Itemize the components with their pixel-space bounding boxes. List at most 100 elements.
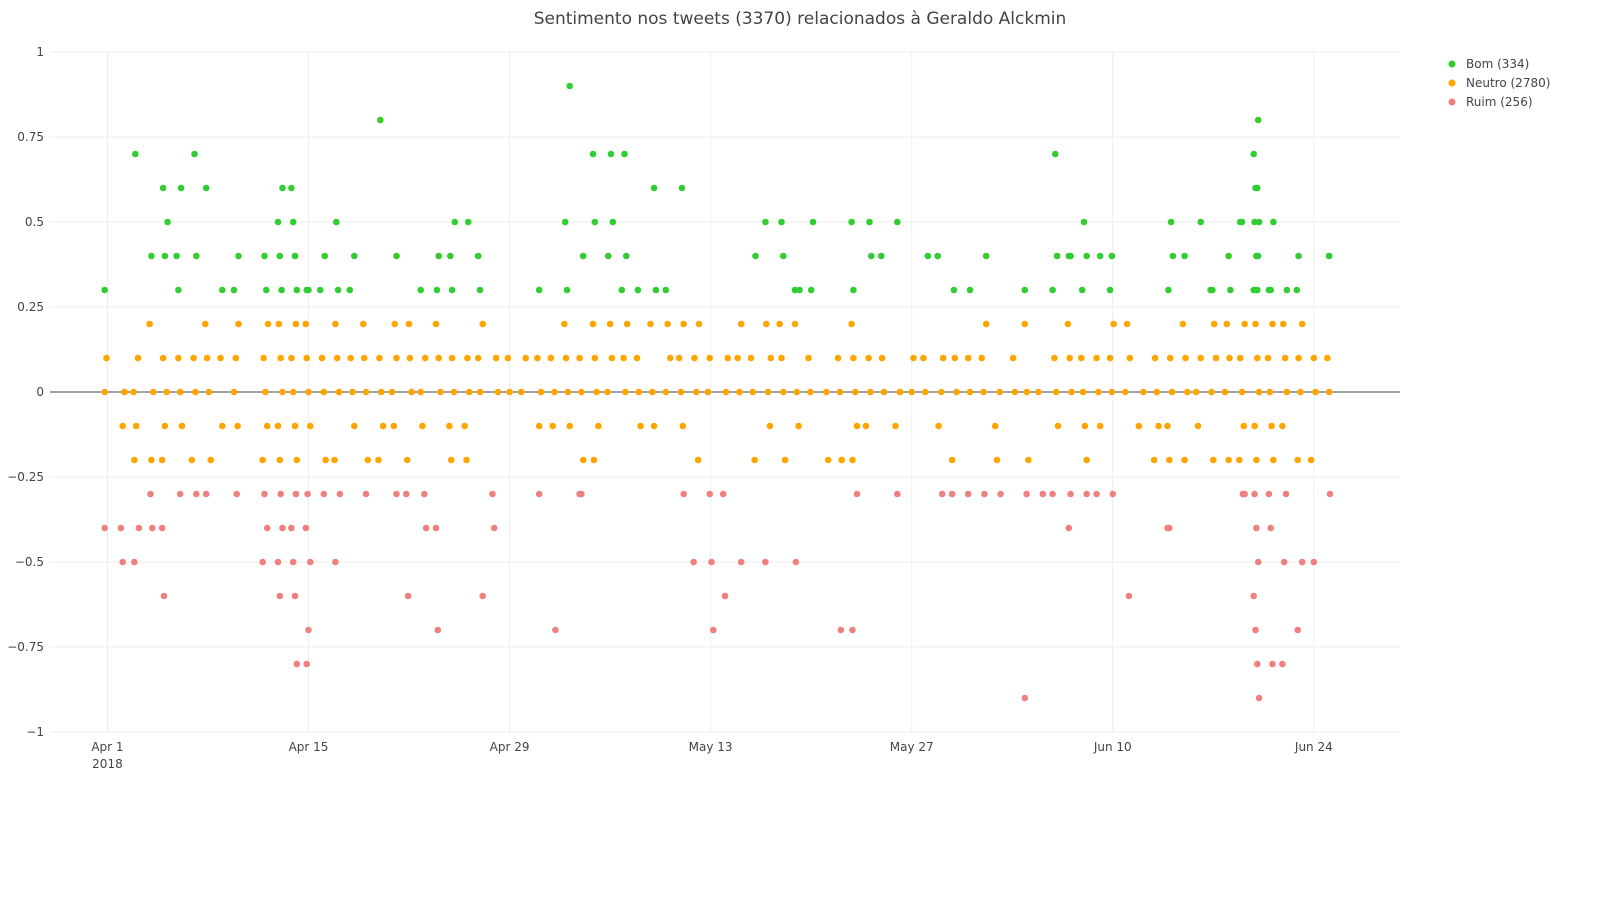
data-point	[566, 422, 573, 430]
data-point	[1166, 524, 1173, 532]
data-point	[117, 524, 125, 532]
data-point	[288, 184, 295, 192]
data-point	[1252, 626, 1259, 634]
data-point	[650, 422, 658, 430]
data-point	[1065, 524, 1073, 532]
data-point	[920, 354, 927, 362]
data-point	[795, 422, 802, 430]
data-point	[1078, 354, 1085, 362]
data-point	[1025, 456, 1032, 464]
data-point	[1223, 320, 1231, 328]
data-point	[379, 422, 387, 430]
data-point	[1255, 388, 1263, 396]
data-point	[447, 456, 455, 464]
data-point	[953, 388, 960, 396]
data-point	[535, 422, 543, 430]
data-point	[1093, 354, 1100, 362]
data-point	[1054, 422, 1062, 430]
data-point	[1254, 558, 1262, 566]
legend[interactable]: Bom (334) Neutro (2780) Ruim (256)	[1448, 57, 1551, 109]
data-point	[264, 320, 272, 328]
data-point	[161, 422, 169, 430]
data-point	[203, 354, 211, 362]
data-point	[393, 354, 400, 362]
data-point	[633, 354, 641, 362]
data-point	[1253, 524, 1260, 532]
data-point	[1251, 218, 1258, 226]
data-point	[1153, 388, 1161, 396]
data-point	[177, 184, 185, 192]
x-tick-label: Jun 24	[1294, 740, 1333, 754]
data-point	[479, 320, 487, 328]
data-point	[1053, 252, 1061, 260]
data-point	[277, 490, 285, 498]
data-point	[504, 354, 512, 362]
data-point	[491, 524, 498, 532]
data-point	[193, 252, 200, 260]
data-point	[465, 388, 473, 396]
data-point	[1197, 218, 1204, 226]
data-point	[434, 626, 442, 634]
data-point	[1051, 354, 1058, 362]
data-point	[175, 354, 182, 362]
data-point	[691, 354, 698, 362]
data-point	[552, 626, 559, 634]
legend-item[interactable]: Ruim (256)	[1448, 95, 1533, 109]
data-point	[1064, 320, 1072, 328]
data-point	[1169, 252, 1177, 260]
data-point	[578, 490, 585, 498]
data-point	[433, 286, 441, 294]
data-point	[566, 82, 573, 90]
data-point	[1052, 150, 1059, 158]
legend-item[interactable]: Bom (334)	[1448, 57, 1530, 71]
data-point	[1009, 354, 1017, 362]
data-point	[618, 286, 626, 294]
data-point	[675, 354, 683, 362]
data-point	[393, 490, 400, 498]
data-point	[259, 558, 267, 566]
legend-item[interactable]: Neutro (2780)	[1448, 76, 1551, 90]
data-point	[291, 422, 299, 430]
data-point	[522, 354, 529, 362]
data-point	[1254, 252, 1262, 260]
data-point	[704, 388, 712, 396]
data-point	[1283, 286, 1291, 294]
data-point	[838, 456, 845, 464]
data-point	[1166, 354, 1174, 362]
data-point	[1293, 286, 1301, 294]
x-tick-label: Apr 15	[289, 740, 329, 754]
data-point	[724, 354, 731, 362]
chart-title: Sentimento nos tweets (3370) relacionado…	[534, 9, 1067, 29]
data-point	[1298, 558, 1306, 566]
y-tick-label: 0	[36, 385, 44, 399]
data-point	[1254, 354, 1261, 362]
data-point	[1109, 490, 1117, 498]
data-point	[951, 354, 959, 362]
data-point	[776, 320, 783, 328]
data-point	[551, 388, 558, 396]
data-point	[1052, 388, 1060, 396]
data-point	[1164, 422, 1171, 430]
data-point	[492, 354, 500, 362]
data-point	[377, 388, 385, 396]
data-point	[764, 388, 772, 396]
data-point	[1298, 320, 1306, 328]
data-point	[161, 252, 169, 260]
data-point	[393, 252, 400, 260]
data-point	[978, 354, 985, 362]
data-point	[853, 490, 861, 498]
data-point	[679, 422, 687, 430]
data-point	[263, 422, 271, 430]
data-point	[1265, 490, 1273, 498]
data-point	[1125, 592, 1133, 600]
points-layer	[101, 82, 1334, 702]
data-point	[101, 524, 108, 532]
data-point	[375, 456, 382, 464]
data-point	[751, 456, 758, 464]
data-point	[866, 218, 873, 226]
data-point	[232, 354, 240, 362]
data-point	[1240, 422, 1248, 430]
y-tick-label: 0.25	[17, 300, 44, 314]
data-point	[853, 422, 861, 430]
